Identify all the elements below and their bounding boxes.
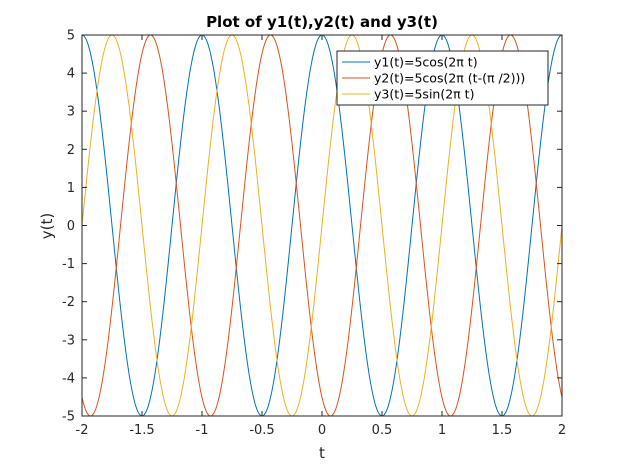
- x-tick-label: -1.5: [129, 423, 154, 438]
- y-tick-label: 1: [67, 181, 75, 196]
- x-tick-label: -1: [196, 423, 209, 438]
- legend: y1(t)=5cos(2π t)y2(t)=5cos(2π (t-(π /2))…: [336, 50, 549, 106]
- y-tick-label: 4: [67, 67, 75, 82]
- legend-entry: y1(t)=5cos(2π t): [374, 55, 478, 70]
- x-tick-label: 0: [318, 423, 326, 438]
- legend-box: [336, 50, 549, 106]
- x-tick-label: 1: [438, 423, 446, 438]
- axes: [81, 34, 563, 417]
- x-tick-label: 2: [558, 423, 566, 438]
- x-axis-label: t: [319, 444, 325, 462]
- y-tick-label: -1: [62, 257, 75, 272]
- x-tick-label: 1.5: [492, 423, 513, 438]
- chart-title: Plot of y1(t),y2(t) and y3(t): [206, 13, 438, 31]
- y-tick-label: 0: [67, 219, 75, 234]
- x-tick-label: -2: [76, 423, 89, 438]
- y-tick-label: 5: [67, 29, 75, 44]
- y-tick-label: -3: [62, 333, 75, 348]
- y-axis-label: y(t): [38, 213, 56, 239]
- x-tick-label: -0.5: [249, 423, 274, 438]
- y-tick-label: -5: [62, 410, 75, 425]
- series-line-2: [81, 34, 563, 417]
- tick-labels: -2 -1.5 -1 -0.5 0 0.5 1 1.5 2 -5 -4 -3 -2 -1 0 1 2 3 4 5: [62, 29, 566, 439]
- x-tick-label: 0.5: [372, 423, 393, 438]
- y-tick-label: -4: [62, 371, 75, 386]
- legend-entry: y2(t)=5cos(2π (t-(π /2))): [374, 71, 525, 86]
- y-tick-label: 2: [67, 143, 75, 158]
- y-tick-label: -2: [62, 295, 75, 310]
- legend-entry: y3(t)=5sin(2π t): [374, 87, 474, 102]
- y-tick-label: 3: [67, 105, 75, 120]
